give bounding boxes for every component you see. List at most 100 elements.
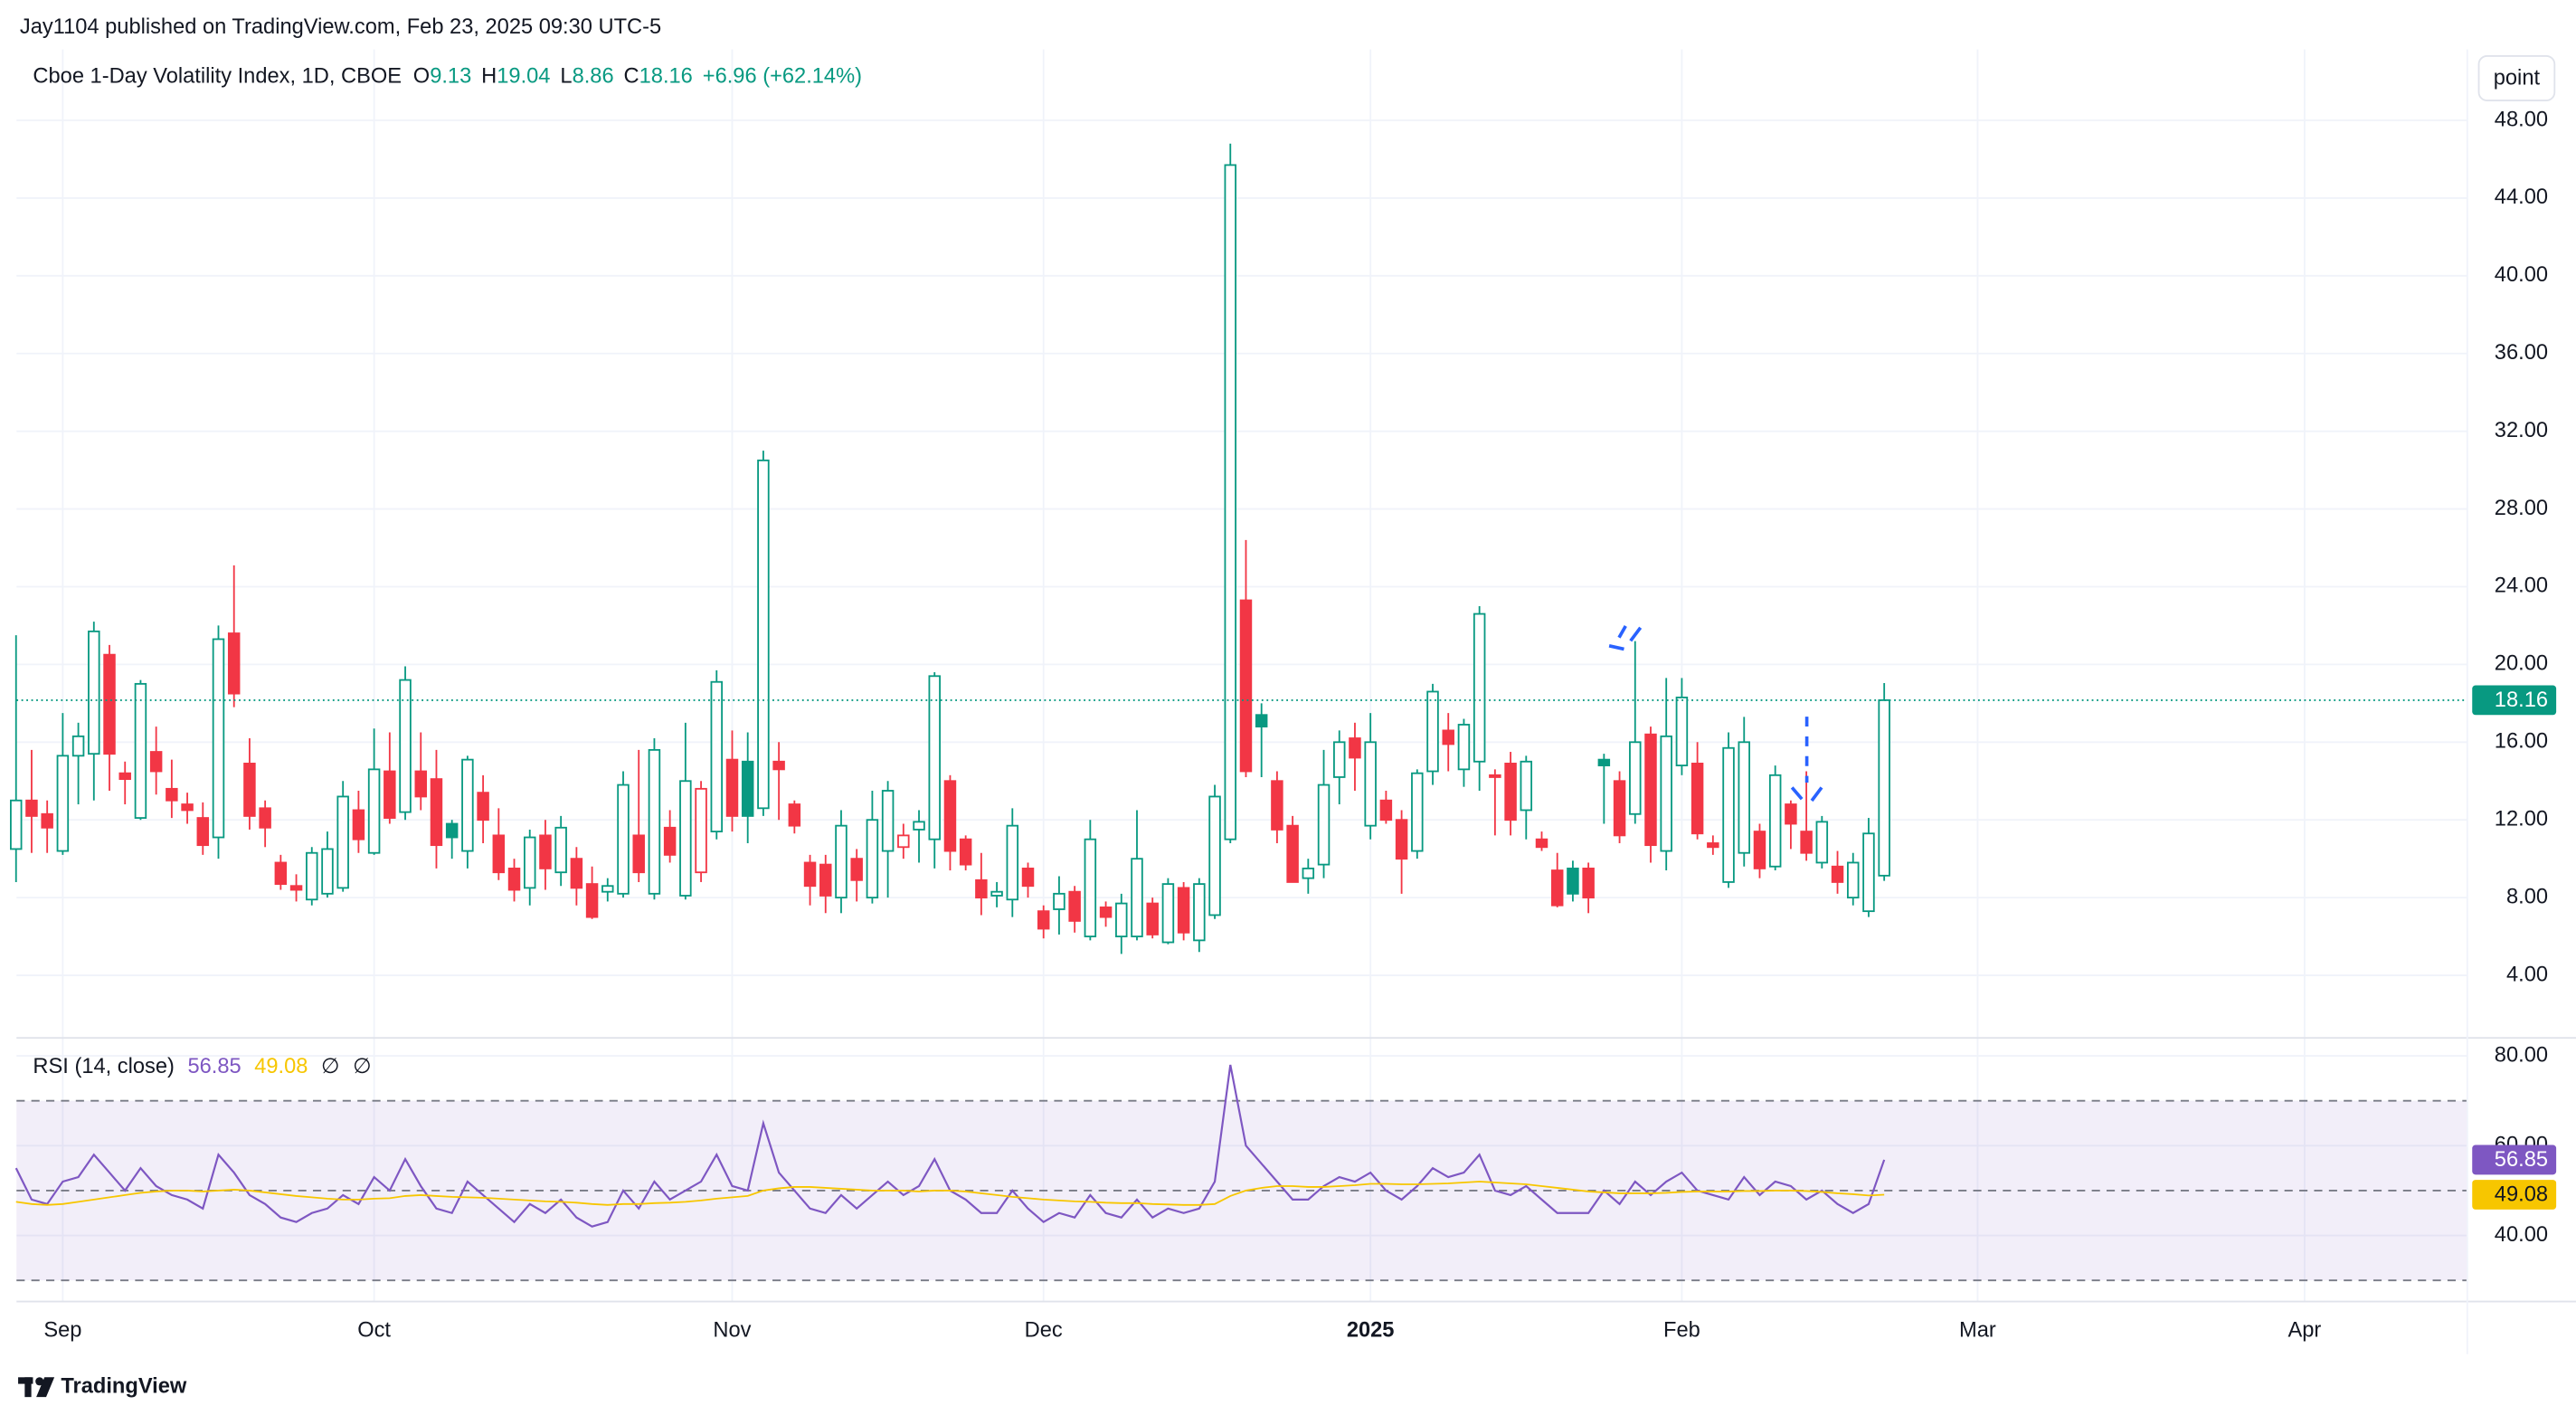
candle-body [1395, 819, 1408, 860]
candle-body [274, 861, 288, 885]
candle-body [1239, 599, 1253, 773]
rsi-legend-extra: ∅ [353, 1055, 372, 1078]
candle-body [617, 783, 630, 895]
candle-body [913, 821, 925, 831]
y-tick-label: 44.00 [2495, 185, 2548, 209]
candle-body [1006, 824, 1019, 901]
y-tick-label: 24.00 [2495, 575, 2548, 598]
candle-body [1411, 772, 1424, 852]
unit-button[interactable]: point [2477, 55, 2556, 101]
candle-body [1831, 865, 1844, 883]
candle-body [819, 863, 832, 897]
rsi-legend-value: 56.85 [187, 1055, 241, 1078]
unit-button-frame[interactable] [2477, 55, 2556, 101]
candle-body [1302, 867, 1315, 879]
unit-button-label[interactable]: point [2494, 67, 2541, 90]
candle-body [757, 459, 770, 810]
drawing-annotations [1608, 625, 1823, 802]
candle-body [1597, 758, 1611, 766]
candle-body [1629, 741, 1642, 815]
y-tick-label: 4.00 [2506, 963, 2548, 986]
rsi-value-label: 49.08 [2495, 1183, 2548, 1207]
y-tick-label: 48.00 [2495, 108, 2548, 131]
candle-body [1489, 774, 1501, 778]
ohlc-label: L [560, 65, 572, 89]
candle-body [1768, 774, 1782, 868]
candle-body [227, 632, 241, 695]
legend: Cboe 1-Day Volatility Index, 1D, CBOE O9.… [33, 65, 862, 89]
x-tick-label: Mar [1959, 1319, 1996, 1343]
candle-body [507, 867, 521, 891]
candle-body [336, 795, 349, 889]
candle-body [352, 809, 365, 840]
candle-body [1722, 746, 1735, 883]
candle-body [492, 834, 506, 874]
candle-body [181, 803, 194, 812]
candle-body [1131, 858, 1143, 937]
candle-body [570, 858, 583, 889]
publisher-line: Jay1104 published on TradingView.com, Fe… [20, 15, 661, 39]
candle-body [56, 755, 70, 852]
candle-body [1161, 883, 1175, 944]
candle-body [1053, 892, 1065, 910]
candle-body [1037, 910, 1050, 930]
ohlc-label: H [481, 65, 497, 89]
candle-body [1349, 737, 1361, 759]
candle-body [835, 824, 848, 899]
candle-body [1379, 799, 1393, 821]
candle-body [648, 748, 661, 895]
y-tick-label: 28.00 [2495, 497, 2548, 520]
marks [10, 143, 2467, 1228]
candle-body [1815, 821, 1829, 864]
candle-body [321, 848, 334, 895]
candle-body [1473, 613, 1486, 763]
candle-body [1193, 883, 1206, 942]
candle-body [367, 768, 381, 854]
candle-body [663, 826, 677, 856]
ohlc-value: 9.13 [430, 65, 471, 89]
candle-body [88, 630, 100, 755]
x-tick-label: Sep [43, 1319, 81, 1343]
candle-body [928, 675, 941, 840]
candle-body [1753, 831, 1766, 869]
candle-body [1690, 763, 1704, 835]
y-tick-label: 40.00 [2495, 263, 2548, 287]
candle-body [710, 680, 724, 833]
y-tick-label: 20.00 [2495, 652, 2548, 676]
candle-body [445, 822, 459, 839]
candle-body [430, 778, 443, 847]
candle-body [1286, 824, 1299, 883]
candle-body [679, 780, 692, 897]
candle-body [1426, 690, 1439, 773]
candle-body [725, 758, 739, 817]
candle-body [1457, 724, 1471, 771]
ohlc-value: 19.04 [497, 65, 550, 89]
candle-body [384, 770, 396, 819]
candle-body [461, 758, 474, 852]
y-tick-label: 12.00 [2495, 807, 2548, 831]
y-tick-label: 36.00 [2495, 341, 2548, 365]
candle-body [554, 826, 567, 874]
candle-body [1567, 867, 1579, 895]
candle-body [196, 817, 210, 847]
candle-body [1255, 714, 1268, 728]
x-tick-label: Feb [1663, 1319, 1700, 1343]
candle-body [1660, 735, 1672, 852]
candle-body [1177, 887, 1190, 934]
candle-body [850, 858, 863, 881]
candle-body [212, 638, 225, 839]
candle-body [1271, 780, 1283, 831]
candle-body [414, 770, 427, 798]
candle-body [975, 878, 988, 899]
x-tick-label: 2025 [1347, 1319, 1395, 1343]
candle-body [1442, 729, 1454, 745]
candle-body [1317, 783, 1331, 866]
candle-body [1115, 902, 1128, 937]
candle-body [71, 735, 85, 757]
candle-body [1068, 890, 1081, 922]
ohlc-value: 18.16 [639, 65, 693, 89]
candle-body [1021, 867, 1035, 888]
